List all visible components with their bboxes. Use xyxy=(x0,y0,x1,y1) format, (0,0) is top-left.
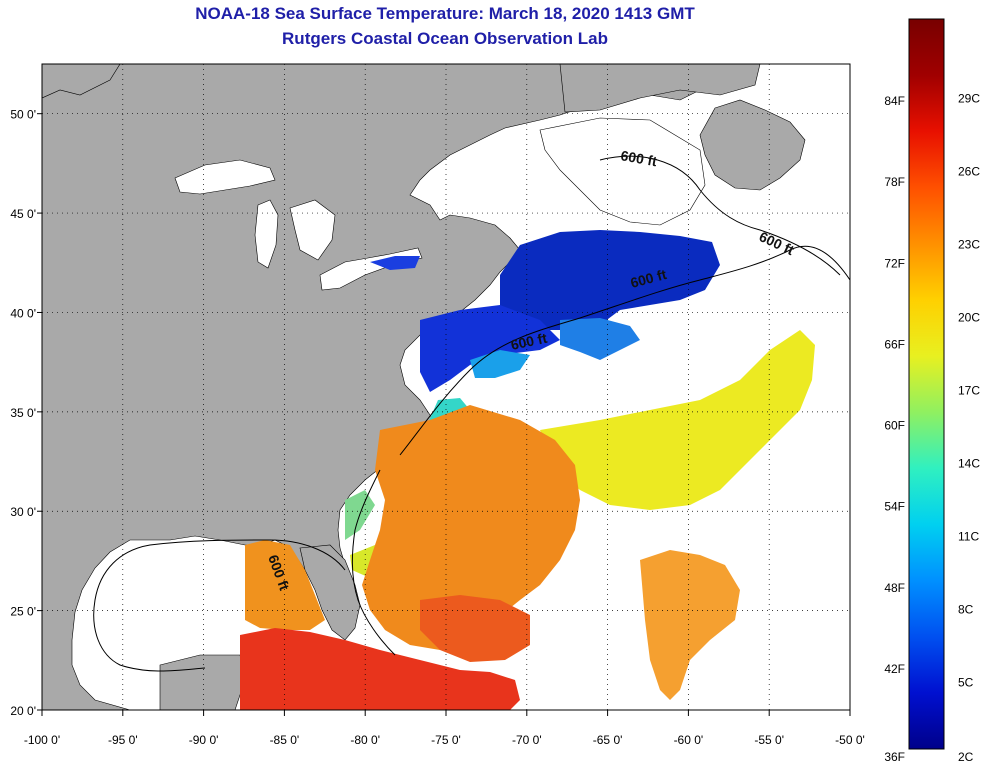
colorbar-c-label: 20C xyxy=(958,310,980,324)
colorbar-f-label: 60F xyxy=(884,419,905,433)
lon-tick-label: -55 0' xyxy=(754,733,784,747)
lake-superior xyxy=(174,159,276,195)
lat-tick-label: 35 0' xyxy=(10,406,36,420)
latitude-axis: 50 0' 45 0' 40 0' 35 0' 30 0' 25 0' 20 0' xyxy=(10,108,42,718)
colorbar-c-label: 29C xyxy=(958,91,980,105)
lon-tick-label: -100 0' xyxy=(24,733,60,747)
contour-600ft-gulf xyxy=(93,539,346,672)
colorbar-c-label: 2C xyxy=(958,750,974,764)
celsius-labels: 2C 5C 8C 11C 14C 17C 20C 23C 26C 29C xyxy=(958,91,980,764)
lon-tick-label: -65 0' xyxy=(593,733,623,747)
longitude-axis: -100 0' -95 0' -90 0' -85 0' -80 0' -75 0' -70… xyxy=(24,710,865,747)
colorbar-f-label: 78F xyxy=(884,175,905,189)
lon-tick-label: -50 0' xyxy=(835,733,865,747)
sst-patch-hot-gulf xyxy=(245,540,325,630)
colorbar-c-label: 14C xyxy=(958,456,980,470)
lat-tick-label: 20 0' xyxy=(10,704,36,718)
map-subtitle: Rutgers Coastal Ocean Observation Lab xyxy=(282,29,608,48)
yucatan-land xyxy=(159,654,246,710)
sst-patch-mid-lake xyxy=(370,256,420,270)
colorbar-f-label: 72F xyxy=(884,256,905,270)
sst-patch-cold-gulf-of-maine xyxy=(500,230,720,330)
lake-michigan xyxy=(254,199,279,269)
lat-tick-label: 25 0' xyxy=(10,605,36,619)
sst-patch-hottest-caribbean xyxy=(240,628,520,710)
sst-patch-warm-sargasso xyxy=(540,330,815,510)
sst-patch-hottest-south xyxy=(420,595,530,662)
colorbar-f-label: 66F xyxy=(884,337,905,351)
lon-tick-label: -75 0' xyxy=(431,733,461,747)
colorbar-c-label: 26C xyxy=(958,164,980,178)
colorbar-f-label: 84F xyxy=(884,94,905,108)
newfoundland-land xyxy=(699,99,806,191)
sst-patch-cold-shelf xyxy=(420,305,560,392)
lon-tick-label: -60 0' xyxy=(674,733,704,747)
colorbar-c-label: 23C xyxy=(958,237,980,251)
colorbar-gradient xyxy=(908,18,945,750)
lat-tick-label: 30 0' xyxy=(10,505,36,519)
labrador-land xyxy=(559,64,761,113)
lon-tick-label: -70 0' xyxy=(512,733,542,747)
sst-patch-hot-atlantic xyxy=(362,405,580,650)
lon-tick-label: -80 0' xyxy=(350,733,380,747)
fahrenheit-labels: 36F 42F 48F 54F 60F 66F 72F 78F 84F xyxy=(884,94,905,764)
lat-tick-label: 40 0' xyxy=(10,306,36,320)
contour-600ft-northeast xyxy=(399,245,850,456)
lon-tick-label: -90 0' xyxy=(189,733,219,747)
colorbar-c-label: 11C xyxy=(958,529,979,543)
lat-tick-label: 50 0' xyxy=(10,108,36,122)
colorbar-c-label: 17C xyxy=(958,383,980,397)
lon-tick-label: -95 0' xyxy=(108,733,138,747)
sst-patch-hot-east xyxy=(640,550,740,700)
contour-label-mid-atlantic: 600 ft xyxy=(509,330,548,353)
contour-600ft-grand-banks xyxy=(599,155,841,276)
colorbar-f-label: 54F xyxy=(884,500,905,514)
temperature-colorbar: 36F 42F 48F 54F 60F 66F 72F 78F 84F 2C 5C 8C 11C 14C… xyxy=(884,18,980,764)
colorbar-f-label: 36F xyxy=(884,750,905,764)
lake-huron xyxy=(289,199,336,261)
colorbar-c-label: 8C xyxy=(958,602,974,616)
contour-label-gulf-st-lawrence: 600 ft xyxy=(619,147,658,169)
florida-land xyxy=(299,544,361,641)
sst-patch-cool-slope xyxy=(560,318,640,360)
bathymetry-contours xyxy=(93,155,850,672)
gulf-st-lawrence xyxy=(539,117,706,226)
colorbar-f-label: 48F xyxy=(884,581,905,595)
lon-tick-label: -85 0' xyxy=(270,733,300,747)
lat-tick-label: 45 0' xyxy=(10,207,36,221)
contour-600ft-florida xyxy=(351,469,396,656)
colorbar-f-label: 42F xyxy=(884,662,905,676)
map-plot-area[interactable]: 600 ft 600 ft 600 ft 600 ft 600 ft xyxy=(42,64,850,710)
map-title: NOAA-18 Sea Surface Temperature: March 1… xyxy=(195,4,695,23)
colorbar-c-label: 5C xyxy=(958,675,974,689)
hudson-bay-edge xyxy=(42,64,121,99)
